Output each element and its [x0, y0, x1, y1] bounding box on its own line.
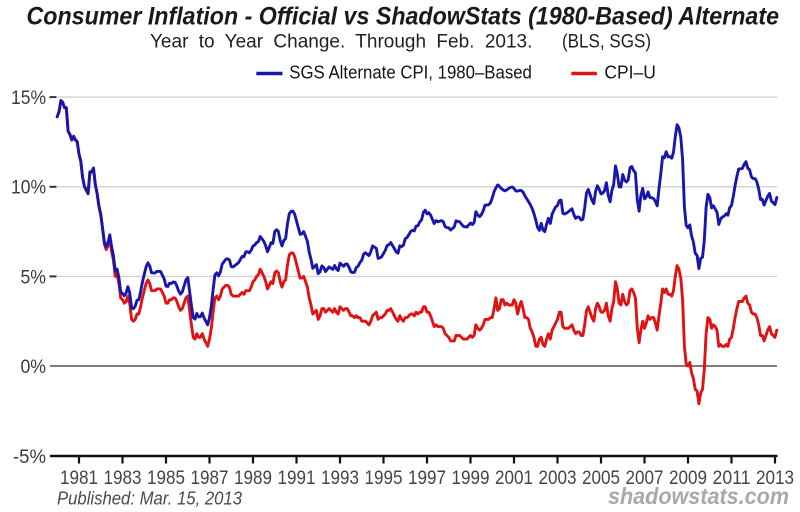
svg-text:shadowstats.com: shadowstats.com — [608, 483, 789, 509]
svg-text:10%: 10% — [11, 178, 46, 199]
svg-text:1987: 1987 — [191, 468, 229, 489]
svg-text:1999: 1999 — [452, 468, 490, 489]
svg-text:1989: 1989 — [234, 468, 272, 489]
svg-text:15%: 15% — [11, 88, 46, 109]
svg-text:-5%: -5% — [13, 447, 46, 468]
svg-text:5%: 5% — [21, 267, 47, 288]
svg-text:0%: 0% — [21, 357, 47, 378]
svg-text:2007: 2007 — [626, 468, 664, 489]
svg-text:2001: 2001 — [495, 468, 533, 489]
svg-text:Published: Mar. 15, 2013: Published: Mar. 15, 2013 — [57, 489, 242, 509]
svg-text:2003: 2003 — [539, 468, 577, 489]
svg-text:1997: 1997 — [408, 468, 446, 489]
svg-text:2005: 2005 — [582, 468, 620, 489]
svg-text:SGS Alternate CPI, 1980–Based: SGS Alternate CPI, 1980–Based — [289, 63, 532, 83]
svg-text:CPI–U: CPI–U — [604, 63, 656, 83]
svg-text:2013: 2013 — [756, 468, 794, 489]
svg-text:1991: 1991 — [278, 468, 316, 489]
svg-text:1993: 1993 — [321, 468, 359, 489]
svg-text:1995: 1995 — [365, 468, 403, 489]
svg-text:1983: 1983 — [104, 468, 142, 489]
svg-text:Consumer Inflation - Official: Consumer Inflation - Official vs ShadowS… — [27, 3, 780, 31]
svg-text:Year to Year Change. Through F: Year to Year Change. Through Feb. 2013. — [150, 32, 532, 53]
svg-text:2011: 2011 — [713, 468, 751, 489]
svg-text:(BLS, SGS): (BLS, SGS) — [562, 32, 651, 53]
svg-text:1985: 1985 — [147, 468, 185, 489]
svg-text:1981: 1981 — [60, 468, 98, 489]
svg-text:2009: 2009 — [669, 468, 707, 489]
